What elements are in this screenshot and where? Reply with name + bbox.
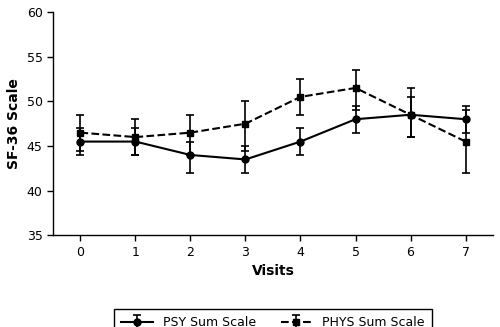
Legend: PSY Sum Scale, PHYS Sum Scale: PSY Sum Scale, PHYS Sum Scale — [114, 309, 432, 327]
X-axis label: Visits: Visits — [252, 265, 294, 278]
Y-axis label: SF-36 Scale: SF-36 Scale — [7, 78, 21, 169]
